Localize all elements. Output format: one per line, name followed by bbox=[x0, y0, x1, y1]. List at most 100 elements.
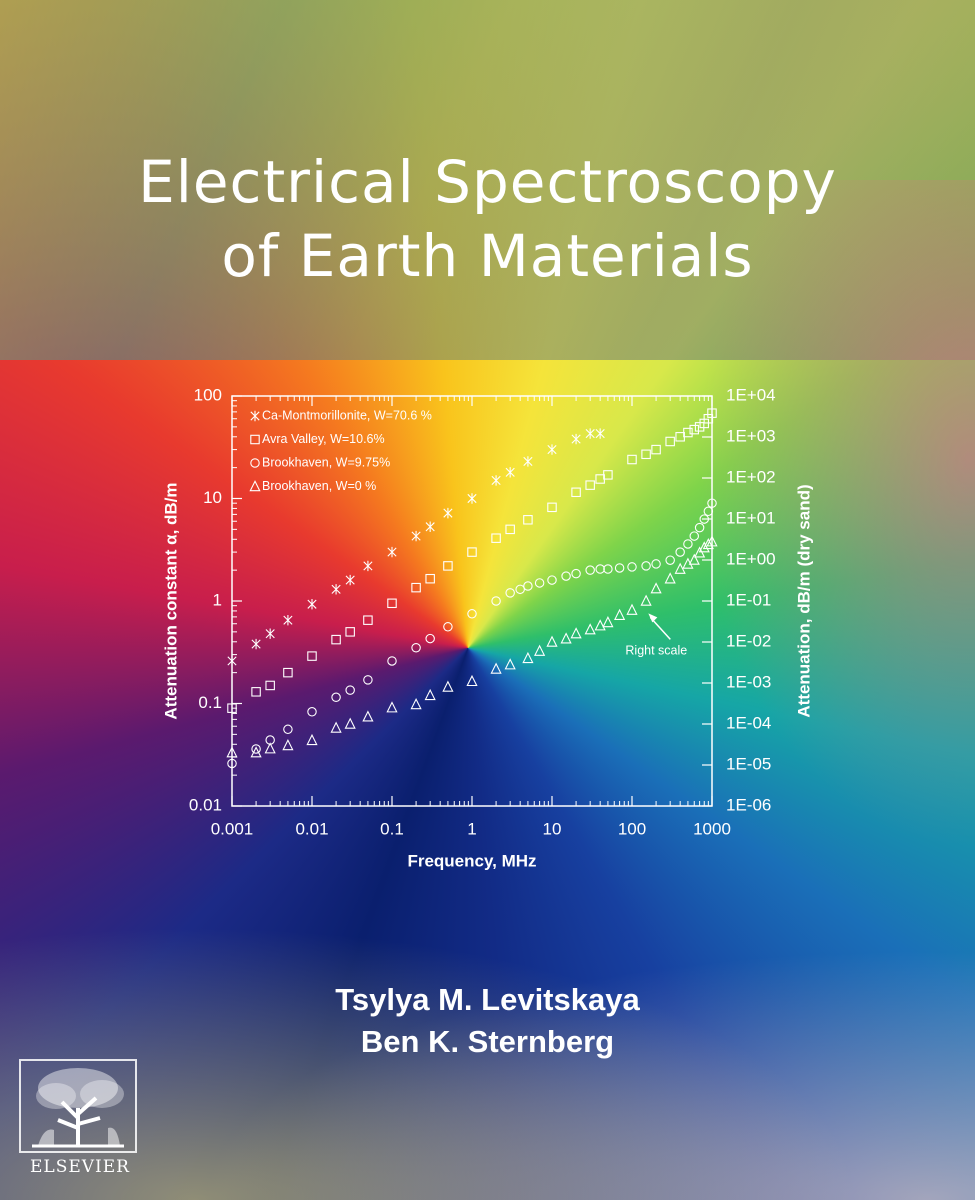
data-point-series-2 bbox=[307, 651, 317, 661]
data-point-series-3 bbox=[283, 724, 293, 735]
y-tick-label: 0.1 bbox=[198, 693, 222, 712]
data-point-series-4 bbox=[344, 717, 356, 729]
attenuation-chart: 0.001 0.01 0.1 1 10 100 1000 0.01 0.1 1 10 100 1E-06… bbox=[150, 380, 850, 880]
legend-label-1: Ca-Montmorillonite, W=70.6 % bbox=[262, 408, 432, 422]
data-point-series-3 bbox=[703, 506, 714, 517]
data-point-series-4 bbox=[442, 680, 454, 692]
x-tick-label: 1000 bbox=[693, 819, 731, 838]
y2-tick-label: 1E-04 bbox=[726, 713, 771, 732]
y2-tick-label: 1E-01 bbox=[726, 590, 771, 609]
data-point-series-3 bbox=[345, 685, 355, 695]
data-point-series-1 bbox=[491, 475, 501, 486]
chart-svg: 0.001 0.01 0.1 1 10 100 1000 0.01 0.1 1 10 100 1E-06… bbox=[161, 385, 813, 870]
data-point-series-4 bbox=[250, 746, 262, 758]
data-point-series-2 bbox=[547, 502, 557, 513]
data-point-series-3 bbox=[515, 584, 525, 595]
data-point-series-4 bbox=[664, 572, 676, 584]
data-point-series-2 bbox=[571, 487, 581, 498]
data-point-series-2 bbox=[603, 470, 613, 480]
data-point-series-2 bbox=[707, 408, 717, 418]
data-point-series-3 bbox=[561, 571, 571, 581]
data-point-series-1 bbox=[251, 638, 261, 650]
data-point-series-3 bbox=[603, 564, 613, 574]
legend-label-3: Brookhaven, W=9.75% bbox=[262, 455, 390, 469]
data-point-series-1 bbox=[265, 628, 275, 639]
data-point-series-2 bbox=[505, 524, 515, 535]
data-point-series-3 bbox=[251, 744, 261, 754]
data-point-series-4 bbox=[226, 746, 238, 758]
y-tick-label: 1 bbox=[213, 590, 222, 609]
data-point-series-4 bbox=[410, 698, 422, 710]
x-tick-label: 100 bbox=[618, 819, 646, 838]
data-point-series-2 bbox=[331, 634, 341, 645]
book-title-line-2: of Earth Materials bbox=[221, 222, 754, 290]
data-point-series-2 bbox=[651, 444, 661, 455]
y2-tick-label: 1E-06 bbox=[726, 795, 771, 814]
book-title-line-1: Electrical Spectroscopy bbox=[138, 148, 837, 216]
data-point-series-2 bbox=[641, 449, 651, 460]
data-point-series-2 bbox=[227, 703, 237, 713]
data-point-series-3 bbox=[683, 539, 693, 549]
y2-tick-label: 1E-05 bbox=[726, 754, 771, 773]
data-point-series-3 bbox=[505, 588, 515, 598]
data-point-series-3 bbox=[627, 562, 637, 572]
y-tick-label: 10 bbox=[203, 488, 222, 507]
data-point-series-4 bbox=[626, 603, 638, 615]
data-point-series-4 bbox=[698, 541, 710, 553]
data-point-series-3 bbox=[689, 531, 700, 541]
data-point-series-2 bbox=[265, 680, 275, 691]
data-point-series-2 bbox=[689, 424, 700, 435]
data-point-series-3 bbox=[523, 581, 533, 591]
data-point-series-4 bbox=[602, 616, 614, 628]
data-point-series-4 bbox=[386, 701, 398, 713]
y2-axis-label: Attenuation, dB/m (dry sand) bbox=[794, 484, 813, 717]
y2-tick-label: 1E-03 bbox=[726, 672, 771, 691]
y-tick-label: 100 bbox=[194, 385, 222, 404]
legend-marker-4 bbox=[249, 480, 261, 492]
data-point-series-2 bbox=[425, 573, 435, 584]
data-point-series-4 bbox=[534, 644, 546, 656]
data-point-series-4 bbox=[424, 688, 436, 701]
data-point-series-3 bbox=[641, 561, 651, 571]
data-point-series-2 bbox=[251, 687, 261, 697]
data-point-series-1 bbox=[227, 655, 237, 667]
data-point-series-2 bbox=[683, 427, 693, 438]
elsevier-tree-icon bbox=[18, 1058, 138, 1154]
data-point-series-2 bbox=[665, 436, 675, 447]
data-point-series-3 bbox=[443, 622, 453, 632]
data-point-series-3 bbox=[467, 609, 477, 619]
data-point-series-4 bbox=[594, 619, 606, 631]
data-point-series-2 bbox=[411, 582, 421, 593]
data-point-series-1 bbox=[331, 584, 341, 595]
data-point-series-4 bbox=[264, 742, 276, 754]
data-point-series-3 bbox=[585, 565, 595, 575]
data-point-series-3 bbox=[363, 675, 373, 685]
data-point-series-2 bbox=[595, 474, 605, 484]
cover-gradient-right bbox=[675, 180, 975, 880]
legend-marker-2 bbox=[250, 434, 260, 445]
x-tick-label: 0.1 bbox=[380, 819, 404, 838]
y-axis-label: Attenuation constant α, dB/m bbox=[161, 482, 180, 719]
data-point-series-4 bbox=[466, 674, 478, 687]
data-point-series-2 bbox=[491, 533, 501, 543]
data-point-series-4 bbox=[570, 627, 582, 639]
y2-tick-label: 1E+00 bbox=[726, 549, 776, 568]
data-point-series-3 bbox=[387, 656, 397, 666]
data-point-series-3 bbox=[614, 563, 625, 573]
data-point-series-3 bbox=[699, 514, 709, 524]
data-point-series-3 bbox=[425, 633, 435, 644]
data-point-series-2 bbox=[585, 480, 595, 490]
data-point-series-1 bbox=[547, 444, 557, 455]
y2-tick-label: 1E+01 bbox=[726, 508, 776, 527]
y2-tick-label: 1E-02 bbox=[726, 631, 771, 650]
data-point-series-1 bbox=[283, 614, 293, 626]
data-point-series-3 bbox=[694, 522, 705, 533]
data-point-series-2 bbox=[627, 454, 637, 465]
data-point-series-1 bbox=[387, 546, 397, 558]
data-point-series-4 bbox=[706, 535, 718, 547]
y-tick-label: 0.01 bbox=[189, 795, 222, 814]
data-point-series-1 bbox=[443, 507, 453, 519]
data-point-series-4 bbox=[640, 594, 652, 606]
data-point-series-4 bbox=[650, 582, 662, 594]
data-point-series-4 bbox=[688, 553, 700, 565]
